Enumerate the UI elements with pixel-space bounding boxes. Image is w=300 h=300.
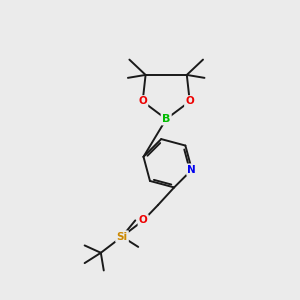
Text: O: O (138, 96, 147, 106)
Text: Si: Si (116, 232, 128, 242)
Text: N: N (188, 165, 196, 175)
Text: B: B (162, 114, 170, 124)
Text: O: O (139, 215, 148, 225)
Text: O: O (185, 96, 194, 106)
